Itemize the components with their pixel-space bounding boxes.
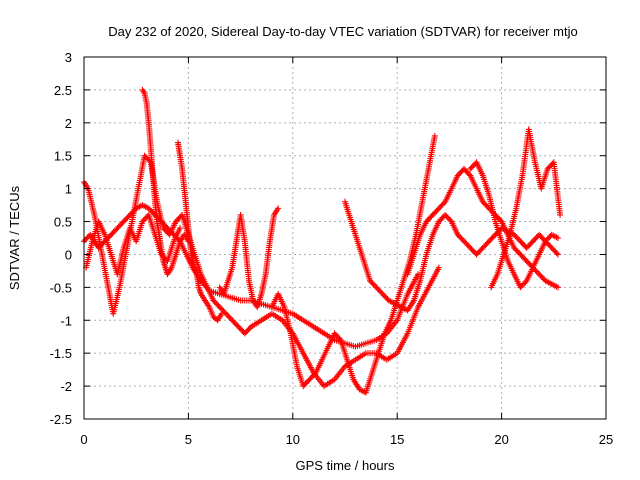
axis-ticks: 0 5 10 15 20 25 -2.5 -2 -1.5 -1 -0.5 0 0.5 1 1.5 2 2.5 3 <box>50 50 614 447</box>
data-point <box>218 310 225 317</box>
series-track-8 <box>404 165 561 291</box>
y-tick-label: -1 <box>60 313 72 328</box>
data-point <box>554 235 561 241</box>
y-tick-label: -2.5 <box>50 412 72 427</box>
series-track-2 <box>81 152 442 390</box>
data-point <box>553 250 560 257</box>
x-tick-label: 25 <box>599 432 613 447</box>
data-point <box>557 211 564 218</box>
data-point <box>440 200 447 207</box>
series-track-6 <box>268 132 438 396</box>
y-tick-label: 2 <box>65 116 72 131</box>
data-point <box>275 205 282 212</box>
grid-lines <box>84 57 606 419</box>
chart-title: Day 232 of 2020, Sidereal Day-to-day VTE… <box>108 24 577 39</box>
x-tick-label: 10 <box>286 432 300 447</box>
data-point <box>177 225 184 232</box>
data-markers <box>81 86 564 396</box>
x-tick-label: 5 <box>185 432 192 447</box>
y-axis-label: SDTVAR / TECUs <box>7 185 22 290</box>
data-point <box>336 335 343 342</box>
series-track-11 <box>83 211 184 278</box>
y-tick-label: 0.5 <box>54 215 72 230</box>
y-tick-label: 2.5 <box>54 83 72 98</box>
series-track-4 <box>174 139 225 324</box>
x-tick-label: 0 <box>80 432 87 447</box>
data-point <box>554 251 561 258</box>
data-point <box>466 171 473 178</box>
y-tick-label: -0.5 <box>50 280 72 295</box>
data-point <box>522 279 529 286</box>
y-tick-label: 1 <box>65 182 72 197</box>
data-point <box>311 371 318 378</box>
data-point <box>497 217 504 224</box>
y-tick-label: 0 <box>65 247 72 262</box>
x-axis-label: GPS time / hours <box>296 458 395 473</box>
x-tick-label: 20 <box>494 432 508 447</box>
data-point <box>431 132 438 139</box>
data-point <box>554 284 561 291</box>
y-tick-label: 3 <box>65 50 72 65</box>
data-point <box>447 217 454 224</box>
y-tick-label: -2 <box>60 379 72 394</box>
x-tick-label: 15 <box>390 432 404 447</box>
series-track-10 <box>488 126 564 291</box>
y-tick-label: 1.5 <box>54 149 72 164</box>
series-track-5 <box>216 205 282 311</box>
y-tick-label: -1.5 <box>50 346 72 361</box>
data-point <box>435 264 442 271</box>
plot-frame <box>83 56 607 420</box>
